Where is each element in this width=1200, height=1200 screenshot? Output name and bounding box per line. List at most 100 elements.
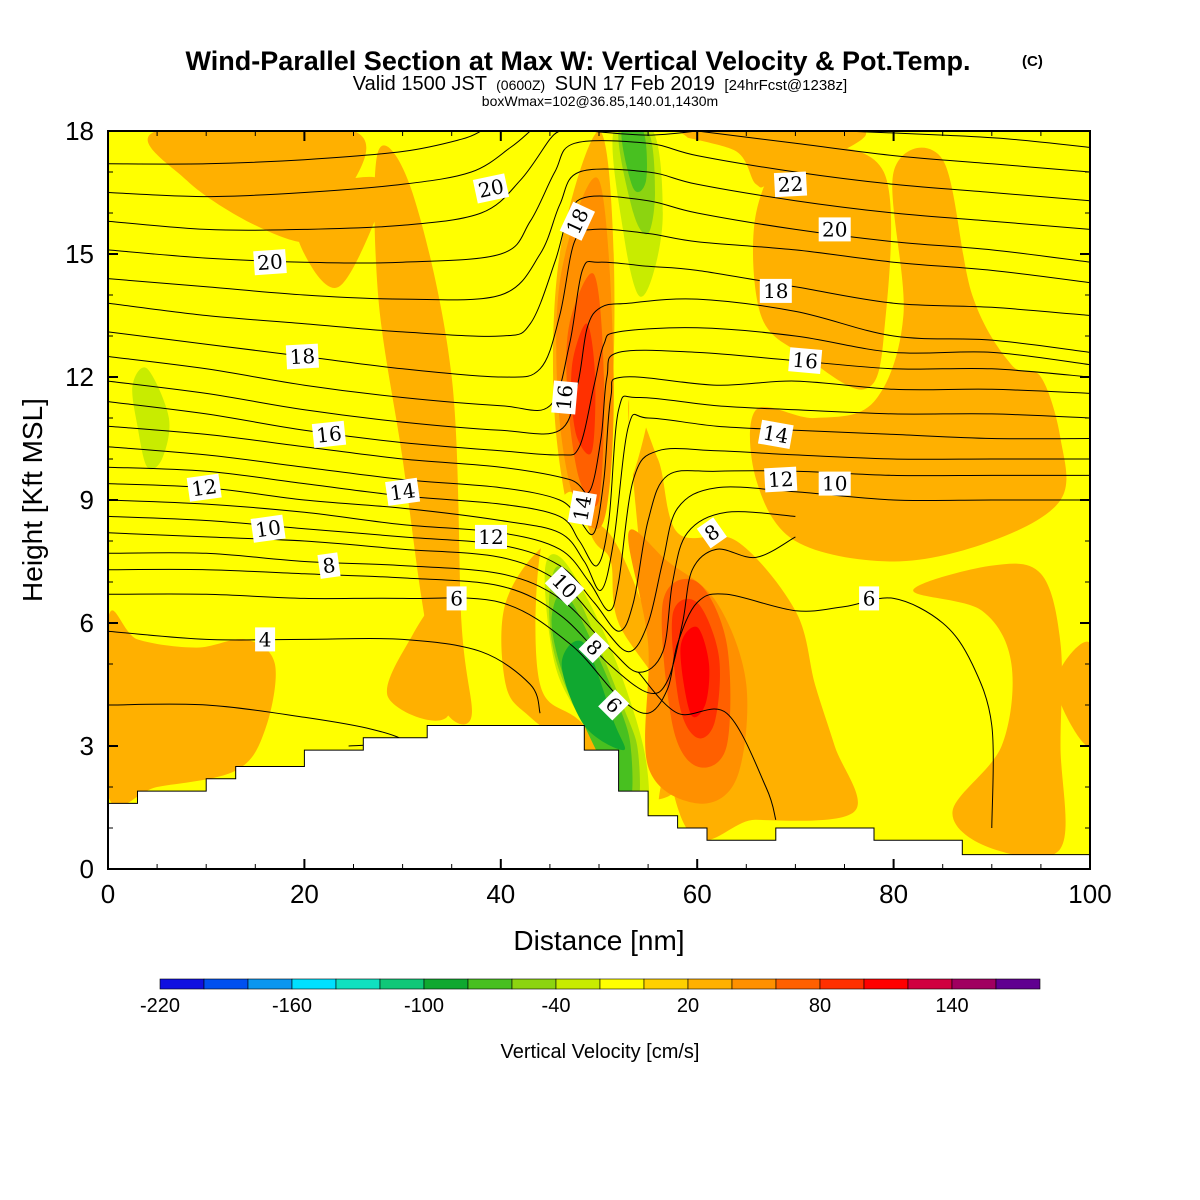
contour-label: 16	[552, 384, 578, 411]
contour-label-box	[696, 517, 727, 549]
colorbar-tick-label: 140	[935, 995, 968, 1017]
contour-label-box	[818, 217, 851, 242]
valid-time-line: Valid 1500 JST (0600Z) SUN 17 Feb 2019 […	[353, 73, 847, 95]
colorbar-swatch	[291, 978, 337, 990]
theta-contour	[108, 395, 1090, 567]
valid-time-prefix: Valid 1500 JST	[353, 73, 487, 95]
theta-contour	[108, 536, 796, 695]
contour-label-box	[311, 420, 347, 449]
terrain-outline	[108, 725, 1090, 856]
contour-label: 12	[767, 467, 794, 492]
y-axis: 0 3 6 9 12 15 18	[65, 116, 1090, 884]
contour-label-box	[764, 466, 798, 493]
theta-contour	[108, 630, 541, 714]
colorbar-swatch	[511, 978, 557, 990]
colorbar-swatch	[159, 978, 205, 990]
theta-contour	[108, 349, 1090, 494]
contour-label-box	[186, 473, 222, 502]
contour-label-box	[559, 201, 596, 241]
forecast-info: [24hrFcst@1238z]	[724, 77, 847, 94]
y-tick-label: 9	[80, 485, 94, 515]
contour-label: 20	[256, 249, 283, 275]
theta-contour	[108, 413, 1090, 591]
y-tick-label: 0	[80, 854, 94, 884]
x-tick-label: 60	[683, 879, 712, 909]
contour-label: 12	[478, 525, 503, 549]
copyright-mark: (C)	[1022, 53, 1043, 70]
theta-contour	[844, 131, 1090, 148]
w-region	[913, 563, 1066, 858]
contour-label-group: 22	[773, 171, 808, 198]
contour-label-group: 20	[472, 173, 510, 204]
contour-label-box	[250, 514, 286, 543]
x-tick-label: 80	[879, 879, 908, 909]
contour-label: 18	[763, 279, 788, 303]
contour-label-group: 12	[475, 524, 507, 549]
contour-label-box	[757, 419, 794, 449]
y-tick-label: 15	[65, 239, 94, 269]
colorbar-swatch	[247, 978, 293, 990]
contour-label-box	[385, 477, 421, 506]
contour-label-group: 12	[764, 466, 798, 493]
contour-label-group: 8	[317, 552, 341, 579]
contour-label: 14	[388, 478, 417, 505]
x-tick-label: 0	[101, 879, 115, 909]
contour-label-box	[759, 278, 792, 303]
valid-time-utc: (0600Z)	[496, 77, 545, 93]
colorbar-swatch	[995, 978, 1041, 990]
colorbar-swatch	[555, 978, 601, 990]
contour-label-group: 14	[757, 419, 794, 449]
contour-label: 10	[822, 472, 847, 496]
contour-label-box	[859, 586, 880, 611]
contour-label-box	[285, 343, 320, 370]
w-region	[292, 176, 386, 288]
theta-contour	[108, 486, 1090, 653]
colorbar-tick-label: -40	[542, 995, 571, 1017]
contour-label-group: 4	[255, 627, 276, 652]
contour-label-group: 6	[859, 586, 880, 611]
colorbar-swatch	[819, 978, 865, 990]
colorbar-swatch	[203, 978, 249, 990]
contour-label-group: 18	[759, 278, 792, 303]
y-tick-label: 12	[65, 362, 94, 392]
box-max-info: boxWmax=102@36.85,140.01,1430m	[482, 93, 718, 109]
w-region	[571, 323, 596, 455]
theta-contour	[637, 671, 777, 820]
contour-label: 10	[254, 515, 283, 542]
w-region	[561, 640, 626, 751]
contour-label-box	[598, 689, 630, 721]
contour-label: 14	[761, 420, 790, 448]
contour-label-box	[578, 632, 610, 664]
x-tick-label: 40	[486, 879, 515, 909]
contour-label-box	[253, 249, 287, 276]
contour-label: 18	[289, 344, 316, 369]
colorbar-swatch	[379, 978, 425, 990]
contour-label-box	[773, 171, 808, 198]
x-axis-title: Distance [nm]	[513, 925, 684, 956]
w-region	[1055, 641, 1090, 747]
colorbar-swatch	[599, 978, 645, 990]
contour-label: 8	[321, 553, 337, 579]
x-tick-label: 20	[290, 879, 319, 909]
theta-contour	[108, 131, 561, 231]
contour-label: 22	[777, 172, 804, 197]
y-axis-title: Height [Kft MSL]	[17, 398, 48, 602]
colorbar-swatch	[467, 978, 513, 990]
w-region	[752, 146, 892, 390]
contour-label: 20	[822, 217, 847, 241]
contour-label-box	[567, 490, 597, 527]
contour-label: 14	[568, 494, 596, 523]
contour-label: 16	[791, 348, 818, 374]
theta-contour	[108, 140, 1090, 264]
w-region	[108, 610, 276, 807]
contour-label-group: 10	[818, 471, 851, 496]
contour-label-box	[446, 586, 467, 611]
contour-label-box	[255, 627, 276, 652]
theta-contour	[697, 131, 1090, 173]
theta-contour	[108, 131, 531, 198]
w-region	[749, 147, 1067, 562]
valid-time-date: SUN 17 Feb 2019	[555, 73, 715, 95]
